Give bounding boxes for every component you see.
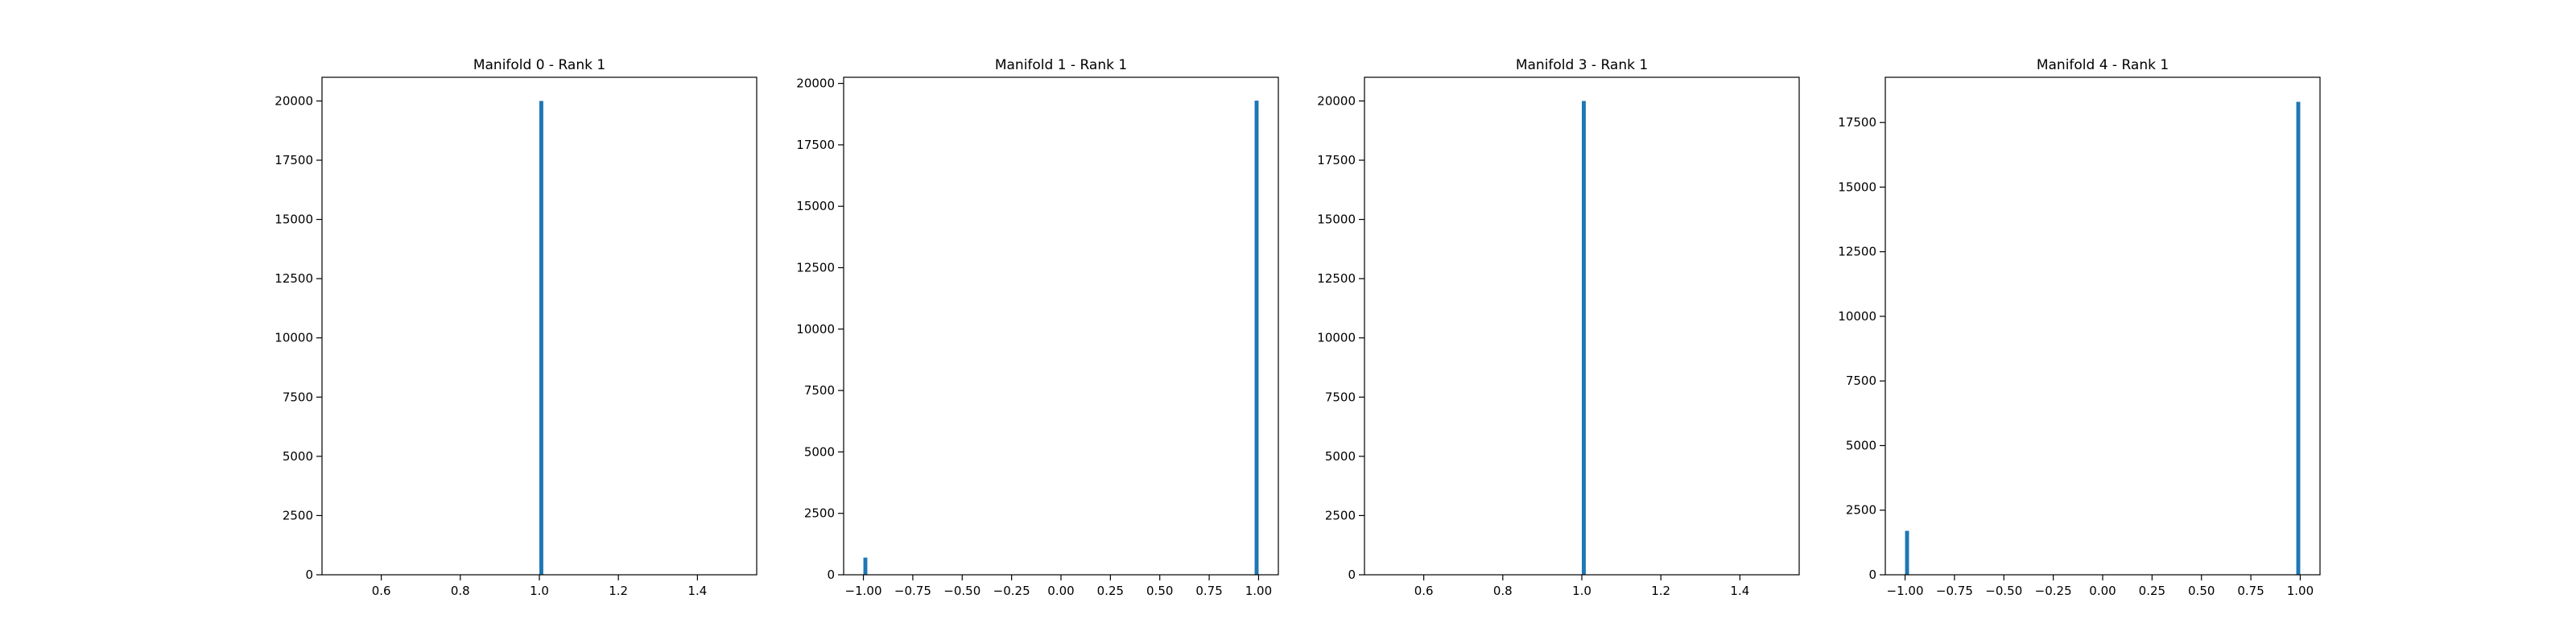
y-tick-label: 2500	[1325, 508, 1356, 522]
y-tick-label: 7500	[283, 390, 313, 404]
x-tick-label: 0.50	[1146, 584, 1173, 598]
plot-frame	[1885, 76, 2321, 576]
plot-frame	[843, 76, 1279, 576]
chart-title: Manifold 1 - Rank 1	[995, 57, 1127, 73]
y-tick-label: 12500	[1317, 271, 1356, 286]
x-tick-label: 0.8	[451, 584, 470, 598]
histogram-bar	[1254, 100, 1259, 575]
x-tick-label: 0.25	[1097, 584, 1124, 598]
y-tick-label: 7500	[804, 383, 835, 398]
x-tick-label: −1.00	[845, 584, 882, 598]
y-tick-label: 10000	[796, 322, 835, 336]
y-tick-label: 5000	[1325, 449, 1356, 464]
y-tick-label: 2500	[804, 506, 835, 521]
x-tick-label: 1.2	[1651, 584, 1670, 598]
histogram-bar	[1905, 530, 1909, 575]
y-tick-label: 17500	[796, 138, 835, 152]
y-tick-label: 12500	[796, 261, 835, 275]
histogram-bar	[2296, 101, 2301, 575]
x-tick-label: 1.00	[2287, 584, 2314, 598]
y-tick-label: 15000	[275, 213, 313, 227]
y-tick-label: 2500	[283, 508, 313, 522]
x-tick-label: −0.25	[993, 584, 1030, 598]
chart-panel-3: −1.00 −0.75 −0.50 −0.25 0.00 0.25 0.50 0.75 1.00…	[1838, 57, 2321, 598]
chart-panel-0: 0.6 0.8 1.0 1.2 1.4 0 2500 5000 7500 10000 12500 15…	[275, 57, 758, 598]
y-tick-label: 5000	[1846, 438, 1876, 452]
y-tick-label: 10000	[275, 331, 313, 345]
y-tick-label: 10000	[1838, 309, 1876, 324]
y-tick-label: 2500	[1846, 503, 1876, 518]
x-tick-label: −1.00	[1887, 584, 1924, 598]
y-tick-label: 7500	[1846, 374, 1876, 388]
x-tick-label: −0.25	[2035, 584, 2072, 598]
y-tick-label: 0	[827, 568, 835, 582]
y-tick-label: 0	[305, 568, 313, 582]
chart-panel-1: −1.00 −0.75 −0.50 −0.25 0.00 0.25 0.50 0.75 1.00…	[796, 57, 1279, 598]
chart-title: Manifold 0 - Rank 1	[473, 57, 605, 73]
x-tick-label: −0.50	[943, 584, 980, 598]
y-tick-label: 20000	[796, 76, 835, 91]
chart-title: Manifold 4 - Rank 1	[2037, 57, 2169, 73]
y-tick-label: 12500	[1838, 245, 1876, 259]
x-tick-label: −0.75	[894, 584, 931, 598]
y-tick-label: 10000	[1317, 331, 1356, 345]
x-tick-label: 1.2	[609, 584, 628, 598]
x-tick-label: 0.75	[1195, 584, 1222, 598]
y-tick-label: 17500	[1317, 153, 1356, 167]
x-tick-label: 0.6	[1414, 584, 1434, 598]
x-tick-label: 1.4	[1730, 584, 1749, 598]
histogram-bar	[863, 557, 868, 575]
y-tick-label: 0	[1348, 568, 1356, 582]
x-tick-label: 0.50	[2188, 584, 2215, 598]
y-tick-label: 5000	[804, 444, 835, 459]
x-tick-label: 0.6	[372, 584, 391, 598]
y-tick-label: 7500	[1325, 390, 1356, 404]
y-tick-label: 20000	[275, 93, 313, 108]
y-tick-label: 20000	[1317, 93, 1356, 108]
y-tick-label: 15000	[1317, 213, 1356, 227]
histogram-bar	[1582, 101, 1586, 575]
x-tick-label: 0.25	[2139, 584, 2165, 598]
y-tick-label: 17500	[275, 153, 313, 167]
x-tick-label: 1.0	[1572, 584, 1591, 598]
x-tick-label: 1.00	[1245, 584, 1272, 598]
x-tick-label: 0.8	[1493, 584, 1513, 598]
x-tick-label: −0.75	[1936, 584, 1973, 598]
y-tick-label: 17500	[1838, 115, 1876, 130]
y-tick-label: 5000	[283, 449, 313, 464]
histogram-bar	[539, 101, 543, 575]
x-tick-label: 1.0	[530, 584, 549, 598]
y-tick-label: 0	[1868, 568, 1876, 582]
x-tick-label: 1.4	[687, 584, 707, 598]
y-tick-label: 15000	[796, 199, 835, 213]
x-tick-label: 0.75	[2237, 584, 2264, 598]
x-tick-label: 0.00	[1047, 584, 1074, 598]
y-tick-label: 12500	[275, 271, 313, 286]
x-tick-label: 0.00	[2089, 584, 2116, 598]
chart-title: Manifold 3 - Rank 1	[1516, 57, 1648, 73]
chart-panel-2: 0.6 0.8 1.0 1.2 1.4 0 2500 5000 7500 10000 12500 15…	[1317, 57, 1800, 598]
y-tick-label: 15000	[1838, 180, 1876, 194]
x-tick-label: −0.50	[1985, 584, 2022, 598]
